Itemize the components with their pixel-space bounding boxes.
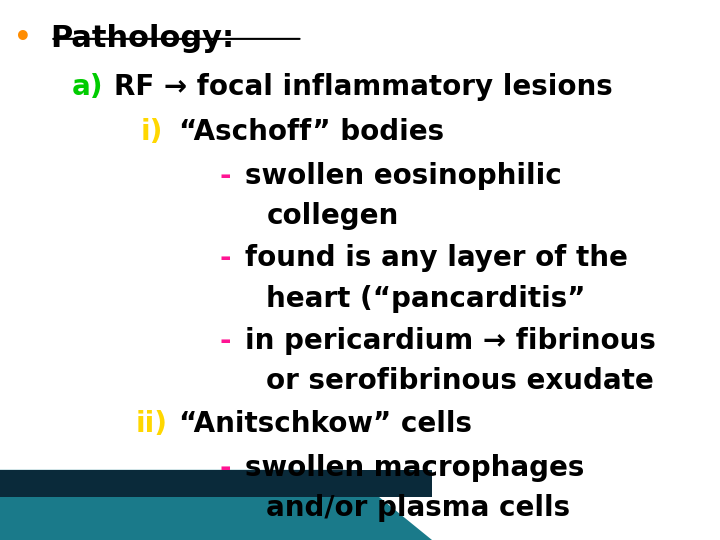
Text: in pericardium → fibrinous: in pericardium → fibrinous <box>245 327 656 355</box>
Text: or serofibrinous exudate: or serofibrinous exudate <box>266 367 654 395</box>
Text: swollen eosinophilic: swollen eosinophilic <box>245 162 562 190</box>
Text: -: - <box>220 244 231 272</box>
Text: -: - <box>220 162 231 190</box>
Text: swollen macrophages: swollen macrophages <box>245 454 584 482</box>
Text: and/or plasma cells: and/or plasma cells <box>266 494 570 522</box>
Text: •: • <box>14 24 32 52</box>
Text: ii): ii) <box>135 410 167 438</box>
Polygon shape <box>0 470 432 540</box>
Text: “Anitschkow” cells: “Anitschkow” cells <box>179 410 472 438</box>
Text: -: - <box>220 327 231 355</box>
Text: -: - <box>220 454 231 482</box>
Text: collegen: collegen <box>266 202 399 231</box>
Text: i): i) <box>140 118 163 146</box>
Text: “Aschoff” bodies: “Aschoff” bodies <box>179 118 444 146</box>
Text: Pathology:: Pathology: <box>50 24 235 53</box>
Text: heart (“pancarditis”: heart (“pancarditis” <box>266 285 586 313</box>
Text: found is any layer of the: found is any layer of the <box>245 244 628 272</box>
Text: RF → focal inflammatory lesions: RF → focal inflammatory lesions <box>114 73 613 101</box>
Polygon shape <box>0 470 432 497</box>
Text: a): a) <box>72 73 104 101</box>
